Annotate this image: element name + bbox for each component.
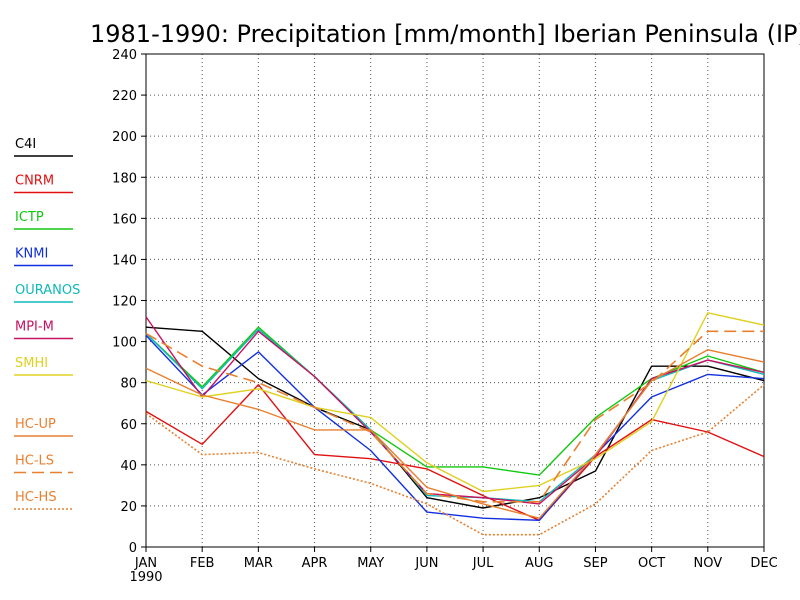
legend-label-smhi: SMHI (15, 356, 48, 371)
series-line-c4i (145, 326, 765, 509)
series-line-hc-up (145, 349, 765, 519)
legend-label-ouranos: OURANOS (15, 283, 80, 298)
y-tick-label: 140 (112, 253, 137, 268)
series-line-mpi-m (145, 316, 765, 505)
series-line-knmi (145, 334, 765, 521)
legend-label-hc-up: HC-UP (15, 417, 56, 432)
series-line-hc-hs (145, 384, 765, 536)
legend-label-knmi: KNMI (15, 247, 48, 262)
plot-frame (145, 53, 765, 548)
legend-label-mpi-m: MPI-M (15, 320, 54, 335)
y-tick-label: 120 (112, 295, 137, 310)
legend-label-hc-ls: HC-LS (15, 454, 54, 469)
axes: 0 20 40 60 80 100 120 140 160 180 200 220 240 JAN FEB M… (112, 48, 777, 585)
x-tick-label: DEC (750, 556, 777, 571)
y-tick-label: 20 (120, 500, 137, 515)
legend-label-c4i: C4I (15, 137, 36, 152)
x-tick-label: APR (302, 556, 328, 571)
y-tick-label: 80 (120, 377, 137, 392)
series-lines (145, 312, 765, 536)
x-tick-label: JUN (414, 556, 438, 571)
y-tick-label: 100 (112, 336, 137, 351)
legend-label-cnrm: CNRM (15, 174, 54, 189)
x-tick-label: NOV (694, 556, 723, 571)
x-tick-label: SEP (583, 556, 607, 571)
x-tick-label: AUG (525, 556, 553, 571)
x-tick-label: MAY (357, 556, 384, 571)
x-tick-label: JAN (134, 556, 157, 571)
x-tick-label: MAR (244, 556, 273, 571)
x-tick-label: OCT (638, 556, 665, 571)
x-sublabel: 1990 (129, 570, 162, 585)
grid (146, 53, 764, 547)
y-tick-label: 0 (129, 541, 137, 556)
legend-label-hc-hs: HC-HS (15, 490, 57, 505)
series-line-smhi (145, 312, 765, 493)
y-tick-label: 220 (112, 89, 137, 104)
y-tick-label: 160 (112, 212, 137, 227)
y-tick-label: 40 (120, 459, 137, 474)
series-line-cnrm (145, 384, 765, 521)
y-tick-label: 180 (112, 171, 137, 186)
series-line-hc-ls (145, 330, 764, 503)
x-tick-label: FEB (190, 556, 215, 571)
y-tick-label: 240 (112, 48, 137, 63)
chart-title: 1981-1990: Precipitation [mm/month] Iber… (90, 20, 800, 48)
legend: C4I CNRM ICTP KNMI OURANOS MPI-M SMHI HC-UP HC-L… (14, 137, 80, 510)
series-line-ouranos (145, 328, 765, 503)
x-tick-label: JUL (472, 556, 494, 571)
legend-label-ictp: ICTP (15, 210, 44, 225)
y-tick-label: 200 (112, 130, 137, 145)
y-tick-label: 60 (120, 418, 137, 433)
